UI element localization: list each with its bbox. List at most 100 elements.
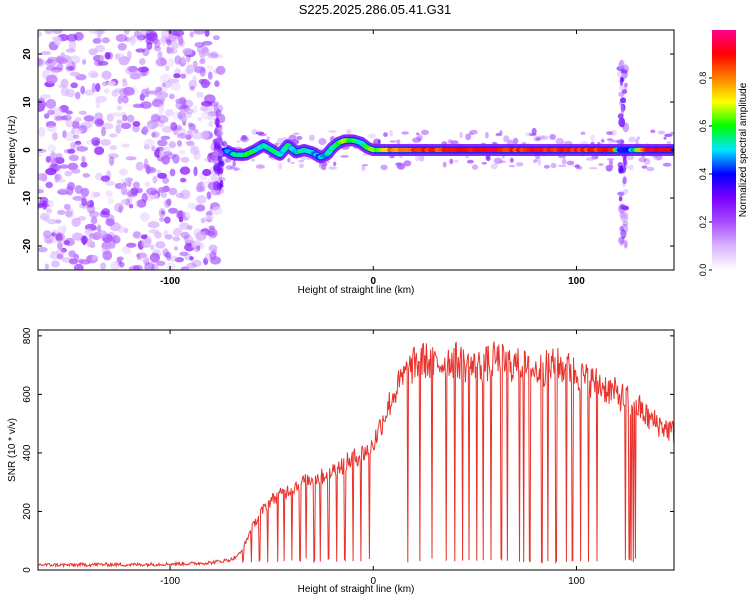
noise-blob	[152, 175, 158, 184]
noise-blob	[45, 98, 57, 109]
ridge-halo-blob	[416, 134, 424, 142]
ridge-halo-blob	[361, 164, 369, 167]
noise-blob	[101, 126, 106, 137]
ridge-halo-blob	[664, 133, 673, 137]
noise-blob	[88, 255, 93, 261]
noise-blob	[38, 148, 47, 153]
noise-blob	[172, 111, 183, 121]
noise-blob	[200, 78, 210, 89]
noise-blob	[121, 199, 127, 205]
noise-blob	[172, 236, 181, 242]
noise-blob	[160, 191, 167, 198]
noise-blob	[116, 119, 124, 125]
noise-blob	[108, 156, 115, 166]
ridge-halo-blob	[515, 162, 524, 167]
noise-blob	[63, 203, 71, 210]
noise-blob	[179, 222, 190, 230]
ridge-halo-blob	[465, 133, 472, 141]
artifact-blob	[217, 154, 222, 162]
noise-blob	[80, 161, 88, 168]
noise-blob	[124, 177, 134, 182]
noise-blob	[54, 232, 66, 243]
noise-blob	[153, 97, 166, 103]
noise-blob	[174, 257, 184, 263]
noise-blob	[157, 172, 168, 179]
ridge-halo-blob	[641, 165, 648, 169]
ridge-halo-blob	[493, 157, 503, 164]
snr-y-ticks: 0 200 400 600 800	[22, 327, 674, 573]
noise-blob	[74, 117, 82, 122]
noise-blob	[148, 90, 159, 95]
noise-blob	[162, 177, 170, 184]
page-title: S225.2025.286.05.41.G31	[298, 2, 452, 17]
noise-blob	[65, 110, 73, 115]
noise-blob	[46, 208, 52, 214]
noise-blob	[96, 230, 108, 239]
ridge-halo-blob	[389, 130, 394, 137]
noise-blob	[84, 228, 93, 235]
ridge-halo-blob	[580, 131, 586, 135]
noise-blob	[95, 95, 108, 103]
ridge-halo-blob	[255, 164, 265, 169]
noise-blob	[140, 212, 150, 222]
noise-blob	[189, 256, 194, 261]
noise-blob	[199, 105, 209, 112]
noise-blob	[212, 35, 220, 41]
ridge-halo-blob	[662, 162, 672, 167]
ridge-halo-blob	[566, 160, 575, 166]
noise-blob	[169, 35, 179, 42]
noise-blob	[45, 74, 58, 85]
noise-blob	[199, 66, 206, 77]
noise-blob	[164, 251, 172, 259]
noise-blob	[163, 229, 169, 238]
noise-blob	[79, 259, 91, 265]
noise-blob	[72, 134, 80, 139]
noise-blob	[90, 216, 98, 225]
noise-blob	[91, 137, 101, 146]
noise-blob	[91, 82, 97, 93]
noise-blob	[129, 73, 142, 80]
noise-blob	[189, 145, 200, 155]
noise-blob	[101, 70, 112, 80]
colorbar-ticks: 0.0 0.2 0.4 0.6 0.8	[698, 72, 712, 276]
noise-blob	[56, 63, 64, 71]
noise-blob	[74, 185, 83, 194]
noise-blob	[157, 115, 169, 124]
artifact-blob	[621, 89, 628, 94]
noise-blob	[136, 34, 147, 41]
noise-blob	[90, 255, 99, 261]
ridge-halo-blob	[293, 132, 300, 135]
noise-blob	[81, 155, 86, 164]
ridge-halo-blob	[490, 163, 499, 170]
artifact-blob	[621, 223, 629, 234]
x-tick-label: 0	[370, 276, 376, 287]
noise-blob	[177, 133, 188, 139]
artifact-blob	[620, 69, 628, 74]
ridge-point	[662, 147, 669, 153]
noise-blob	[38, 126, 46, 137]
snr-line	[38, 341, 674, 569]
noise-blob	[192, 75, 197, 83]
ridge-halo-blob	[606, 158, 614, 161]
ridge-halo-blob	[232, 160, 236, 168]
noise-blob	[120, 186, 127, 196]
noise-blob	[42, 230, 52, 239]
noise-blob	[189, 31, 194, 38]
noise-blob	[60, 78, 69, 88]
artifact-blob	[617, 113, 624, 119]
noise-blob	[39, 196, 49, 206]
ridge-halo-blob	[495, 133, 501, 137]
noise-blob	[133, 264, 143, 270]
y-tick-label: 200	[22, 503, 33, 520]
noise-blob	[68, 40, 77, 50]
artifact-blob	[619, 76, 624, 86]
noise-blob	[52, 107, 63, 117]
noise-blob	[46, 218, 58, 225]
noise-blob	[114, 53, 125, 58]
noise-blob	[128, 203, 134, 209]
noise-blob	[115, 124, 122, 134]
y-tick-label: -10	[22, 190, 33, 205]
noise-blob	[186, 140, 195, 147]
noise-blob	[173, 73, 181, 79]
noise-blob	[121, 245, 132, 254]
